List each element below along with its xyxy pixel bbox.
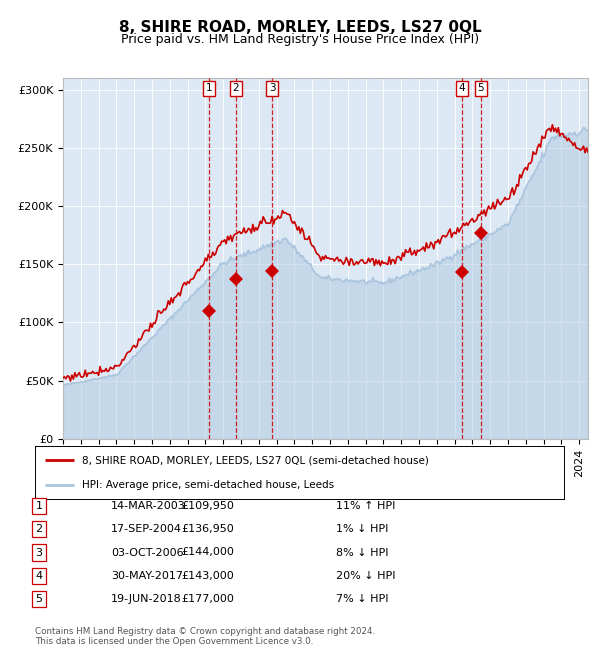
- Text: 3: 3: [35, 547, 43, 558]
- Text: 8% ↓ HPI: 8% ↓ HPI: [336, 547, 389, 558]
- Text: 3: 3: [269, 83, 275, 94]
- Text: 7% ↓ HPI: 7% ↓ HPI: [336, 594, 389, 604]
- Text: 17-SEP-2004: 17-SEP-2004: [111, 524, 182, 534]
- Text: £136,950: £136,950: [181, 524, 234, 534]
- Text: 1% ↓ HPI: 1% ↓ HPI: [336, 524, 388, 534]
- Text: 03-OCT-2006: 03-OCT-2006: [111, 547, 184, 558]
- Text: 4: 4: [458, 83, 465, 94]
- Text: 19-JUN-2018: 19-JUN-2018: [111, 594, 182, 604]
- Text: £109,950: £109,950: [181, 500, 234, 511]
- Text: 4: 4: [35, 571, 43, 581]
- Text: 14-MAR-2003: 14-MAR-2003: [111, 500, 186, 511]
- Text: 1: 1: [206, 83, 212, 94]
- Text: Contains HM Land Registry data © Crown copyright and database right 2024.: Contains HM Land Registry data © Crown c…: [35, 627, 375, 636]
- Text: 2: 2: [232, 83, 239, 94]
- Text: 30-MAY-2017: 30-MAY-2017: [111, 571, 183, 581]
- Text: Price paid vs. HM Land Registry's House Price Index (HPI): Price paid vs. HM Land Registry's House …: [121, 32, 479, 46]
- Text: 1: 1: [35, 500, 43, 511]
- Text: 8, SHIRE ROAD, MORLEY, LEEDS, LS27 0QL (semi-detached house): 8, SHIRE ROAD, MORLEY, LEEDS, LS27 0QL (…: [82, 455, 430, 465]
- Text: This data is licensed under the Open Government Licence v3.0.: This data is licensed under the Open Gov…: [35, 637, 313, 646]
- Text: 5: 5: [478, 83, 484, 94]
- Text: 8, SHIRE ROAD, MORLEY, LEEDS, LS27 0QL: 8, SHIRE ROAD, MORLEY, LEEDS, LS27 0QL: [119, 20, 481, 34]
- Text: 2: 2: [35, 524, 43, 534]
- Text: 11% ↑ HPI: 11% ↑ HPI: [336, 500, 395, 511]
- Text: 20% ↓ HPI: 20% ↓ HPI: [336, 571, 395, 581]
- Text: £177,000: £177,000: [181, 594, 234, 604]
- Text: HPI: Average price, semi-detached house, Leeds: HPI: Average price, semi-detached house,…: [82, 480, 335, 490]
- Text: £144,000: £144,000: [181, 547, 234, 558]
- Text: 5: 5: [35, 594, 43, 604]
- Text: £143,000: £143,000: [181, 571, 234, 581]
